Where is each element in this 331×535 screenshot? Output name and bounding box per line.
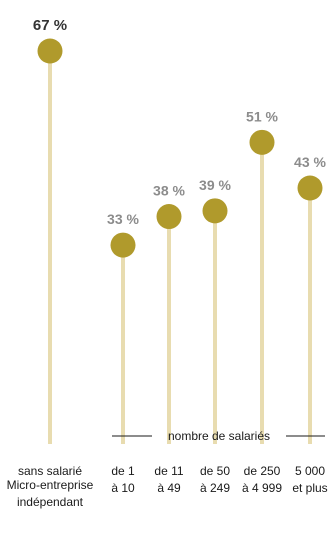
category-label: de 50 [200, 464, 230, 478]
category-label: et plus [292, 481, 327, 495]
data-point [249, 129, 275, 155]
value-label: 39 % [199, 177, 231, 193]
category-label: à 249 [200, 481, 230, 495]
data-point [202, 198, 228, 224]
category-label: de 11 [154, 464, 183, 478]
group-label: nombre de salariés [168, 429, 270, 443]
footnote-line-2: indépendant [17, 495, 84, 509]
value-label: 51 % [246, 108, 278, 124]
value-label: 67 % [33, 17, 67, 34]
category-label: à 49 [157, 481, 181, 495]
category-label: 5 000 [295, 464, 325, 478]
data-point [297, 175, 323, 201]
value-label: 33 % [107, 211, 139, 227]
dot-layer [37, 38, 323, 258]
data-point [37, 38, 63, 64]
value-label: 43 % [294, 154, 326, 170]
data-point [156, 204, 182, 230]
category-label: à 10 [111, 481, 135, 495]
category-label-layer: sans salarié de 1 à 10 de 11 à 49 de 50 à 249 d… [18, 464, 328, 495]
value-label-layer: 67 % 33 % 38 % 39 % 51 % 43 % [33, 17, 327, 227]
stem-layer [48, 50, 312, 444]
category-label: de 1 [111, 464, 135, 478]
category-label: sans salarié [18, 464, 82, 478]
category-label: de 250 [244, 464, 281, 478]
category-label: à 4 999 [242, 481, 282, 495]
footnote-line-1: Micro-entreprise [7, 478, 94, 492]
data-point [110, 232, 136, 258]
value-label: 38 % [153, 183, 185, 199]
